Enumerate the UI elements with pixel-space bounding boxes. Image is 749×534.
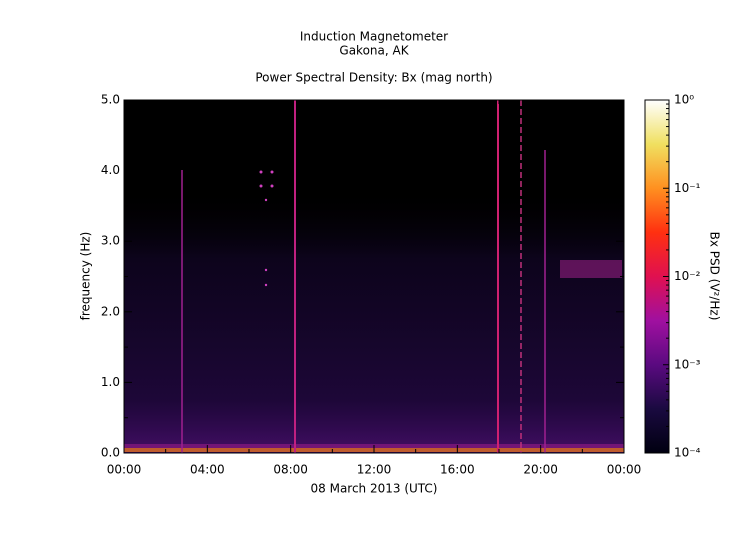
spectrogram-feature <box>560 260 622 278</box>
y-tick-label: 4.0 <box>101 163 120 177</box>
x-tick-label: 04:00 <box>190 463 225 477</box>
x-tick-label: 16:00 <box>440 463 475 477</box>
x-tick-label: 00:00 <box>107 463 142 477</box>
y-tick-label: 0.0 <box>101 446 120 460</box>
colorbar-tick-label: 10⁻¹ <box>674 181 701 195</box>
spectrogram-dots <box>259 170 274 287</box>
x-tick-label: 08:00 <box>273 463 308 477</box>
chart-subtitle: Gakona, AK <box>339 44 409 58</box>
y-axis-label: frequency (Hz) <box>79 232 93 321</box>
spectrogram-noise <box>124 100 624 453</box>
colorbar-tick-label: 10⁻⁴ <box>674 446 701 460</box>
colorbar-tick-label: 10⁻³ <box>674 357 701 371</box>
y-tick-label: 1.0 <box>101 375 120 389</box>
y-tick-label: 2.0 <box>101 304 120 318</box>
colorbar-tick-label: 10⁻² <box>674 269 701 283</box>
colorbar-tick-label: 10⁰ <box>674 93 694 107</box>
chart-title: Induction Magnetometer <box>300 30 448 44</box>
colorbar-label: Bx PSD (V²/Hz) <box>708 232 722 321</box>
x-tick-label: 12:00 <box>357 463 392 477</box>
y-tick-label: 5.0 <box>101 93 120 107</box>
x-axis-label: 08 March 2013 (UTC) <box>311 482 438 496</box>
plot-title: Power Spectral Density: Bx (mag north) <box>255 71 492 85</box>
y-tick-label: 3.0 <box>101 234 120 248</box>
spectrogram <box>124 100 624 453</box>
x-tick-label: 00:00 <box>607 463 642 477</box>
x-tick-label: 20:00 <box>523 463 558 477</box>
